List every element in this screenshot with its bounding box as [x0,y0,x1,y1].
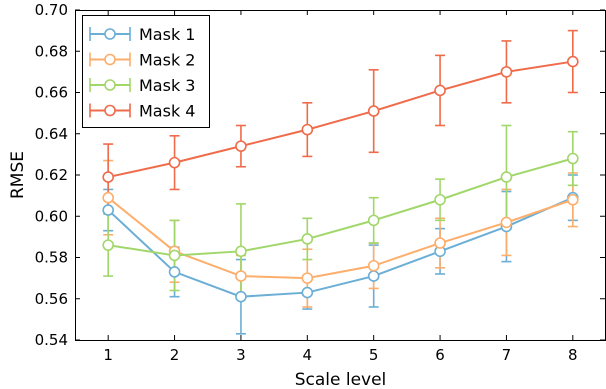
series-line [107,60,573,179]
legend-swatch-marker [104,53,116,66]
data-point [102,239,114,251]
y-tick-label: 0.62 [35,166,68,184]
data-point [567,152,579,165]
data-point [500,216,513,229]
data-point [235,245,247,258]
y-tick-label: 0.56 [35,290,68,308]
legend-swatch-marker [104,79,116,91]
x-tick-label: 1 [103,346,113,364]
data-point [434,84,446,97]
data-point [168,249,181,262]
data-point [301,272,314,284]
y-tick-label: 0.54 [35,331,68,349]
data-point [500,171,513,183]
data-point [301,286,314,299]
data-point [567,55,579,68]
x-axis-title: Scale level [295,370,387,389]
x-tick-label: 7 [502,346,512,364]
x-tick-label: 2 [170,346,180,364]
data-point [102,171,114,183]
y-tick-label: 0.58 [35,249,68,267]
legend-label: Mask 4 [139,102,195,121]
data-point [235,140,247,152]
series-lines-layer [107,60,574,298]
x-tick-label: 4 [303,346,313,364]
x-tick-label: 8 [568,346,578,364]
data-point [367,259,380,272]
x-tick-label: 3 [236,346,246,364]
legend-label: Mask 2 [139,51,195,70]
data-point [567,193,579,206]
data-point [168,266,181,278]
data-point [102,191,114,204]
legend-swatch-marker [104,104,116,117]
data-point [235,290,247,303]
data-point [168,156,181,169]
y-tick-label: 0.60 [35,207,68,225]
y-tick-label: 0.70 [35,1,68,19]
series-line [108,157,574,257]
data-point [235,270,247,282]
y-tick-label: 0.66 [35,84,68,102]
data-point [434,193,446,206]
data-point [367,270,380,282]
data-point [367,105,380,117]
x-tick-label: 5 [369,346,379,364]
data-point [301,123,314,136]
x-tick-label: 6 [435,346,445,364]
series-line [107,196,574,280]
legend-label: Mask 3 [139,76,195,95]
y-axis-title: RMSE [8,151,28,199]
y-tick-label: 0.64 [35,125,68,143]
ticks-layer: 1 2 3 4 5 6 7 8 0.54 0.56 0.58 0.60 0.62 0.64 0.66 0.68… [35,1,605,364]
series-line [107,196,574,298]
data-point [301,233,314,245]
legend: Mask 1 Mask 2 Mask 3 Mask 4 [82,15,210,128]
data-point [434,237,446,249]
y-tick-label: 0.68 [35,42,68,60]
legend-label: Mask 1 [139,25,195,44]
legend-swatch-marker [104,28,116,40]
data-point [367,214,380,227]
data-point [500,66,513,78]
data-point [102,204,114,216]
points-layer [102,55,579,303]
